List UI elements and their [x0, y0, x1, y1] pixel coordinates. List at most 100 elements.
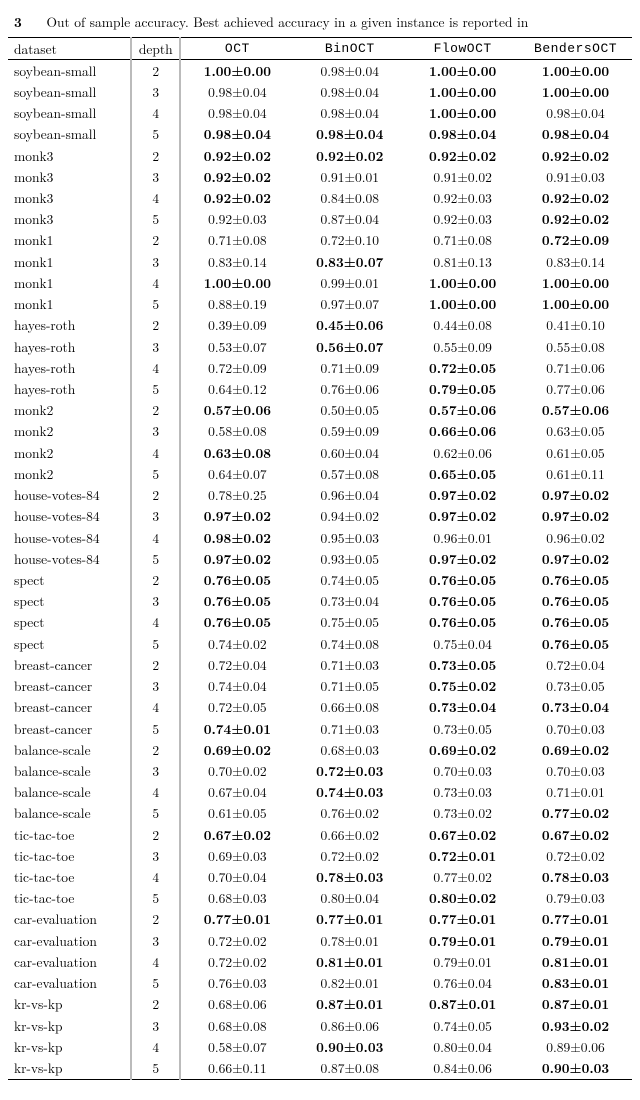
cell-value: 0.68±0.06: [180, 994, 293, 1015]
cell-value: 1.00±0.00: [519, 81, 632, 102]
cell-dataset: car-evaluation: [8, 973, 131, 994]
table-row: monk240.63±0.080.60±0.040.62±0.060.61±0.…: [8, 442, 632, 463]
cell-value: 0.92±0.02: [180, 145, 293, 166]
cell-value: 0.72±0.10: [293, 230, 406, 251]
cell-value: 0.97±0.07: [293, 294, 406, 315]
cell-value: 0.78±0.25: [180, 485, 293, 506]
cell-value: 0.76±0.05: [519, 612, 632, 633]
cell-value: 0.41±0.10: [519, 315, 632, 336]
cell-depth: 3: [131, 506, 180, 527]
cell-dataset: spect: [8, 569, 131, 590]
cell-depth: 4: [131, 782, 180, 803]
table-row: monk230.58±0.080.59±0.090.66±0.060.63±0.…: [8, 421, 632, 442]
cell-value: 0.73±0.05: [406, 654, 519, 675]
table-row: monk350.92±0.030.87±0.040.92±0.030.92±0.…: [8, 209, 632, 230]
cell-value: 0.98±0.04: [293, 124, 406, 145]
cell-depth: 3: [131, 421, 180, 442]
cell-depth: 5: [131, 718, 180, 739]
cell-depth: 5: [131, 209, 180, 230]
cell-value: 0.98±0.04: [293, 81, 406, 102]
table-row: hayes-roth50.64±0.120.76±0.060.79±0.050.…: [8, 379, 632, 400]
cell-dataset: monk3: [8, 166, 131, 187]
table-row: kr-vs-kp50.66±0.110.87±0.080.84±0.060.90…: [8, 1058, 632, 1080]
cell-value: 0.92±0.02: [180, 166, 293, 187]
cell-value: 0.74±0.05: [293, 569, 406, 590]
cell-value: 0.82±0.01: [293, 973, 406, 994]
cell-value: 1.00±0.00: [519, 272, 632, 293]
cell-dataset: soybean-small: [8, 60, 131, 82]
caption-text: Out of sample accuracy. Best achieved ac…: [47, 12, 529, 31]
cell-value: 0.73±0.05: [519, 676, 632, 697]
cell-value: 0.99±0.01: [293, 272, 406, 293]
cell-value: 0.91±0.03: [519, 166, 632, 187]
col-binoct: BinOCT: [293, 38, 406, 60]
cell-depth: 2: [131, 909, 180, 930]
cell-dataset: house-votes-84: [8, 548, 131, 569]
cell-dataset: monk1: [8, 294, 131, 315]
cell-value: 0.76±0.05: [180, 612, 293, 633]
cell-value: 0.79±0.03: [519, 888, 632, 909]
cell-value: 0.58±0.07: [180, 1036, 293, 1057]
cell-value: 0.64±0.07: [180, 463, 293, 484]
cell-value: 0.67±0.02: [180, 824, 293, 845]
cell-value: 0.97±0.02: [519, 485, 632, 506]
cell-depth: 4: [131, 527, 180, 548]
cell-depth: 5: [131, 463, 180, 484]
cell-depth: 5: [131, 294, 180, 315]
cell-value: 0.91±0.02: [406, 166, 519, 187]
table-row: house-votes-8450.97±0.020.93±0.050.97±0.…: [8, 548, 632, 569]
cell-value: 0.92±0.02: [519, 145, 632, 166]
table-row: tic-tac-toe40.70±0.040.78±0.030.77±0.020…: [8, 867, 632, 888]
cell-value: 0.84±0.08: [293, 188, 406, 209]
cell-value: 0.84±0.06: [406, 1058, 519, 1080]
cell-value: 0.96±0.02: [519, 527, 632, 548]
table-row: breast-cancer30.74±0.040.71±0.050.75±0.0…: [8, 676, 632, 697]
cell-value: 0.72±0.03: [293, 760, 406, 781]
cell-value: 0.87±0.01: [519, 994, 632, 1015]
cell-value: 1.00±0.00: [519, 60, 632, 82]
table-caption: 3 Out of sample accuracy. Best achieved …: [14, 12, 632, 31]
cell-value: 0.70±0.03: [519, 718, 632, 739]
cell-value: 0.75±0.05: [293, 612, 406, 633]
cell-value: 0.72±0.02: [293, 845, 406, 866]
cell-value: 0.55±0.09: [406, 336, 519, 357]
cell-value: 0.78±0.03: [293, 867, 406, 888]
cell-dataset: monk3: [8, 209, 131, 230]
cell-value: 0.76±0.05: [519, 633, 632, 654]
cell-dataset: kr-vs-kp: [8, 1015, 131, 1036]
cell-value: 0.77±0.02: [406, 867, 519, 888]
cell-value: 0.92±0.03: [180, 209, 293, 230]
cell-depth: 2: [131, 400, 180, 421]
cell-depth: 4: [131, 697, 180, 718]
cell-value: 0.73±0.04: [519, 697, 632, 718]
cell-value: 0.72±0.09: [180, 357, 293, 378]
cell-depth: 3: [131, 81, 180, 102]
cell-value: 0.45±0.06: [293, 315, 406, 336]
cell-value: 0.65±0.05: [406, 463, 519, 484]
cell-dataset: monk2: [8, 400, 131, 421]
cell-depth: 4: [131, 612, 180, 633]
cell-value: 0.70±0.02: [180, 760, 293, 781]
cell-dataset: spect: [8, 591, 131, 612]
cell-value: 0.61±0.11: [519, 463, 632, 484]
caption-number: 3: [14, 12, 22, 31]
cell-value: 0.95±0.03: [293, 527, 406, 548]
cell-depth: 3: [131, 930, 180, 951]
cell-value: 0.72±0.05: [406, 357, 519, 378]
cell-value: 0.71±0.08: [180, 230, 293, 251]
table-row: kr-vs-kp40.58±0.070.90±0.030.80±0.040.89…: [8, 1036, 632, 1057]
cell-value: 0.76±0.05: [519, 591, 632, 612]
cell-value: 1.00±0.00: [180, 272, 293, 293]
cell-dataset: monk2: [8, 442, 131, 463]
cell-value: 0.87±0.01: [406, 994, 519, 1015]
table-body: soybean-small 2 1.00±0.00 0.98±0.04 1.00±0.0…: [8, 60, 632, 1080]
cell-value: 0.78±0.01: [293, 930, 406, 951]
table-row: monk250.64±0.070.57±0.080.65±0.050.61±0.…: [8, 463, 632, 484]
col-dataset: dataset: [8, 38, 131, 60]
cell-value: 0.83±0.01: [519, 973, 632, 994]
cell-depth: 4: [131, 442, 180, 463]
cell-value: 0.56±0.07: [293, 336, 406, 357]
cell-dataset: balance-scale: [8, 782, 131, 803]
cell-dataset: kr-vs-kp: [8, 1036, 131, 1057]
cell-value: 0.79±0.01: [519, 930, 632, 951]
